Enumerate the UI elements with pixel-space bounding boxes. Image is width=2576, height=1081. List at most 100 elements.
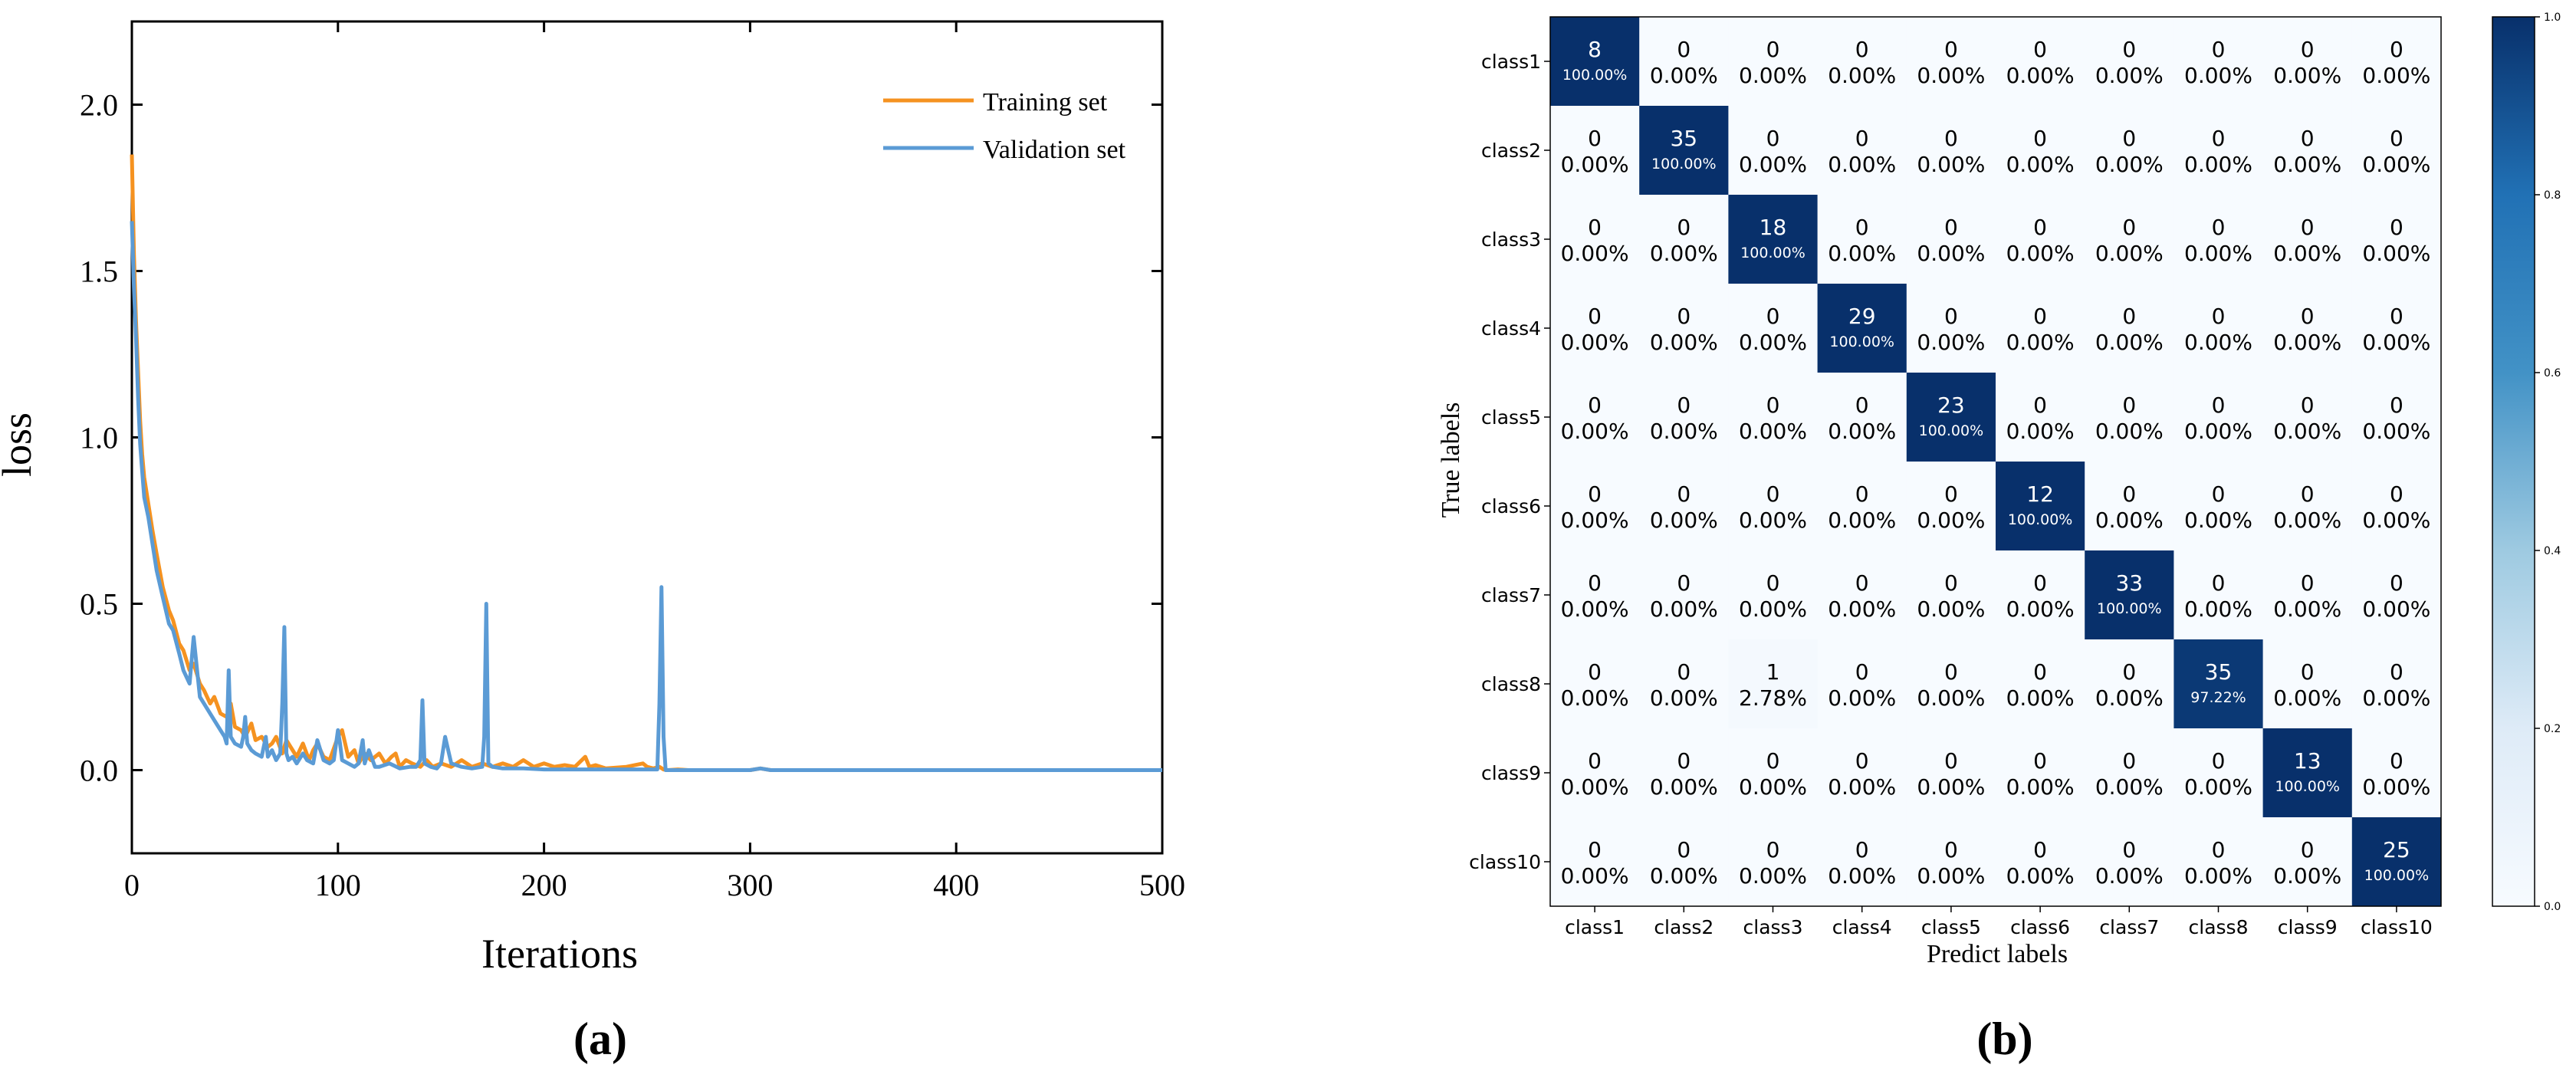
colorbar <box>2492 16 2535 907</box>
matrix-cell <box>2085 284 2174 373</box>
matrix-cell <box>1550 106 1640 196</box>
matrix-row-label: class7 <box>1481 584 1541 606</box>
loss-x-tick-label: 200 <box>521 868 567 902</box>
matrix-cell-percent: 0.00% <box>2095 330 2164 355</box>
matrix-cell-count: 0 <box>2033 837 2047 863</box>
matrix-col-label: class7 <box>2099 916 2159 938</box>
matrix-cell <box>1906 106 1996 196</box>
matrix-cell-percent: 0.00% <box>1561 774 1629 800</box>
matrix-cell <box>1639 550 1729 640</box>
loss-x-tick-label: 300 <box>727 868 773 902</box>
matrix-cell-percent: 0.00% <box>2273 330 2341 355</box>
matrix-cell-percent: 0.00% <box>2095 508 2164 533</box>
matrix-cell-count: 0 <box>2301 304 2315 329</box>
matrix-cell <box>1639 462 1729 551</box>
matrix-cell-percent: 0.00% <box>2006 774 2075 800</box>
matrix-cell-count: 0 <box>1588 304 1602 329</box>
matrix-cell-count: 0 <box>1766 570 1780 596</box>
matrix-cell-count: 0 <box>1944 37 1958 62</box>
matrix-cell-percent: 0.00% <box>2273 508 2341 533</box>
matrix-cell-percent: 0.00% <box>2184 508 2252 533</box>
matrix-cell-count: 1 <box>1766 659 1780 685</box>
matrix-cell <box>2174 106 2264 196</box>
matrix-cell-percent: 0.00% <box>1828 241 1896 266</box>
loss-y-tick-label: 2.0 <box>80 88 118 123</box>
matrix-cell-count: 0 <box>1677 570 1691 596</box>
matrix-row-label: class5 <box>1481 406 1541 429</box>
matrix-cell-count: 0 <box>2301 837 2315 863</box>
matrix-cell <box>2262 639 2353 729</box>
matrix-cell-percent: 0.00% <box>2184 774 2252 800</box>
series-line-validation-set <box>130 221 1162 772</box>
matrix-cell <box>2174 550 2264 640</box>
matrix-cell <box>1906 728 1996 818</box>
matrix-cell-count: 0 <box>1944 304 1958 329</box>
matrix-cell-percent: 100.00% <box>2275 778 2340 795</box>
matrix-col-label: class5 <box>1921 916 1981 938</box>
matrix-cell-count: 0 <box>2033 570 2047 596</box>
matrix-cell-percent: 0.00% <box>1650 508 1718 533</box>
matrix-cell-percent: 0.00% <box>1917 596 1985 622</box>
matrix-cell-count: 33 <box>2115 570 2143 596</box>
matrix-cell <box>2174 373 2264 462</box>
matrix-cell-count: 0 <box>2033 659 2047 685</box>
matrix-cell-count: 0 <box>2390 570 2404 596</box>
matrix-cell <box>2351 195 2442 284</box>
matrix-cell-count: 0 <box>1766 304 1780 329</box>
matrix-cell-percent: 0.00% <box>2273 152 2341 177</box>
matrix-cell <box>1996 195 2085 284</box>
matrix-cell <box>2085 195 2174 284</box>
matrix-cell-percent: 0.00% <box>1739 152 1807 177</box>
loss-x-tick-label: 500 <box>1139 868 1185 902</box>
matrix-cell-percent: 0.00% <box>1561 330 1629 355</box>
matrix-cell-count: 0 <box>1588 570 1602 596</box>
matrix-cell <box>1728 462 1819 551</box>
matrix-cell <box>1906 817 1996 907</box>
matrix-cell-count: 0 <box>1588 481 1602 507</box>
matrix-cell <box>2262 284 2353 373</box>
matrix-cell <box>1728 817 1819 907</box>
matrix-cell-percent: 0.00% <box>1561 685 1629 711</box>
matrix-cell <box>2174 17 2264 107</box>
matrix-cell-percent: 0.00% <box>2273 685 2341 711</box>
matrix-cell-percent: 0.00% <box>2184 330 2252 355</box>
matrix-cell-percent: 0.00% <box>1828 419 1896 444</box>
matrix-cell-percent: 0.00% <box>2362 152 2430 177</box>
matrix-cell <box>2174 817 2264 907</box>
matrix-cell-count: 0 <box>2033 215 2047 240</box>
matrix-cell-percent: 0.00% <box>1739 596 1807 622</box>
matrix-cell-count: 0 <box>2033 126 2047 151</box>
colorbar-tick-label: 0.2 <box>2544 723 2561 735</box>
loss-chart: 0 100 200 300 400 500 0.0 0.5 1.0 1.5 2.0 Training… <box>0 20 1185 1064</box>
matrix-cell-count: 0 <box>2390 37 2404 62</box>
matrix-cell <box>1906 373 1996 462</box>
matrix-cell-percent: 0.00% <box>1917 330 1985 355</box>
matrix-cell-percent: 0.00% <box>1917 863 1985 889</box>
matrix-cell-percent: 0.00% <box>2095 419 2164 444</box>
matrix-cell <box>2262 106 2353 196</box>
matrix-cell <box>1996 17 2085 107</box>
matrix-cell <box>1728 373 1819 462</box>
matrix-cell <box>1728 17 1819 107</box>
matrix-cell-count: 0 <box>2033 748 2047 774</box>
matrix-cell <box>1996 462 2085 551</box>
matrix-cell-count: 0 <box>2122 659 2136 685</box>
matrix-cell-count: 0 <box>2390 393 2404 418</box>
matrix-cell <box>2174 462 2264 551</box>
matrix-cell-count: 0 <box>1677 659 1691 685</box>
matrix-cell-count: 0 <box>1766 481 1780 507</box>
matrix-cell-count: 0 <box>2122 215 2136 240</box>
matrix-cell <box>1639 284 1729 373</box>
matrix-row-label: class1 <box>1481 51 1541 73</box>
matrix-col-label: class4 <box>1832 916 1892 938</box>
matrix-cell-percent: 2.78% <box>1739 685 1807 711</box>
matrix-cell-percent: 100.00% <box>1919 422 1984 439</box>
matrix-cell-count: 0 <box>1588 126 1602 151</box>
matrix-cell <box>1728 106 1819 196</box>
matrix-cell-count: 0 <box>1944 215 1958 240</box>
matrix-cell-percent: 0.00% <box>1650 596 1718 622</box>
matrix-cell <box>1817 639 1907 729</box>
matrix-cell <box>1728 195 1819 284</box>
matrix-cell-percent: 0.00% <box>2184 241 2252 266</box>
